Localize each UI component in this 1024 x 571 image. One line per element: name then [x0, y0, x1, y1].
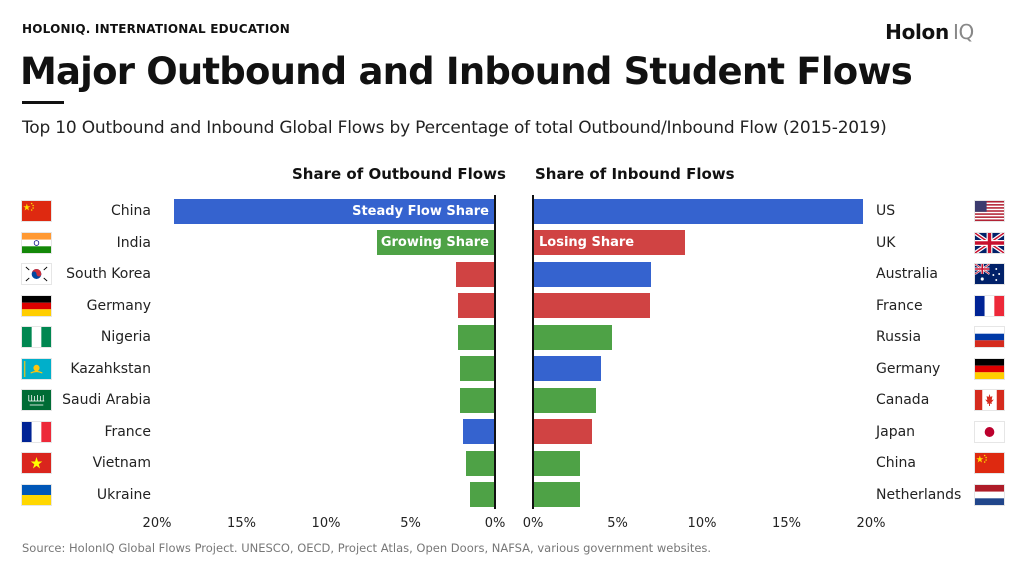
kazakhstan-flag [21, 357, 52, 380]
inbound-panel-title: Share of Inbound Flows [535, 165, 735, 183]
inbound-country-label: Canada [876, 392, 930, 408]
outbound-bar-india [376, 230, 495, 255]
china-flag [974, 452, 1005, 474]
south-korea-flag [21, 263, 52, 285]
source-note: Source: HolonIQ Global Flows Project. UN… [22, 541, 712, 555]
france-flag [974, 294, 1005, 317]
canada-flag [974, 389, 1005, 411]
outbound-bar-germany [457, 293, 495, 318]
inbound-bar-australia [533, 261, 652, 287]
inbound-bar-canada [533, 387, 596, 413]
inbound-bar-uk [533, 230, 686, 255]
title-rule [22, 101, 64, 104]
outbound-bar-china [173, 198, 495, 224]
outbound-country-label: China [111, 203, 151, 219]
inbound-country-label: Australia [876, 266, 938, 282]
eyebrow-label: HOLONIQ. INTERNATIONAL EDUCATION [22, 22, 291, 36]
inbound-bar-japan [533, 419, 593, 444]
inbound-country-label: Japan [876, 423, 916, 440]
inbound-bar-us [533, 198, 863, 224]
brand-logo: Holon IQ [885, 20, 974, 44]
outbound-annotation-growing-share: Growing Share [380, 235, 489, 250]
outbound-x-tick: 15% [227, 516, 256, 531]
japan-flag [974, 420, 1005, 443]
outbound-country-label: Vietnam [92, 455, 151, 471]
outbound-country-label: Germany [86, 297, 151, 314]
germany-flag [974, 357, 1005, 380]
outbound-bar-ukraine [469, 482, 495, 507]
outbound-x-tick: 10% [311, 516, 341, 531]
saudi-arabia-flag [21, 389, 52, 411]
outbound-country-label: Saudi Arabia [62, 392, 151, 408]
outbound-panel-title: Share of Outbound Flows [292, 165, 506, 183]
inbound-x-tick: 10% [687, 516, 717, 531]
outbound-country-label: Nigeria [100, 329, 151, 345]
inbound-x-tick: 20% [856, 516, 886, 531]
inbound-x-tick: 0% [522, 516, 544, 531]
france-flag [21, 420, 52, 443]
outbound-bar-south-korea [456, 261, 495, 287]
page-subtitle: Top 10 Outbound and Inbound Global Flows… [22, 118, 887, 138]
uk-flag [974, 231, 1005, 254]
china-flag [21, 200, 52, 222]
nigeria-flag [21, 326, 52, 348]
outbound-country-label: Kazahkstan [70, 360, 151, 377]
germany-flag [21, 294, 52, 317]
outbound-country-label: France [104, 423, 151, 440]
outbound-x-tick: 0% [484, 516, 506, 531]
russia-flag [974, 326, 1005, 348]
india-flag [21, 231, 52, 254]
outbound-zero-axis [494, 194, 496, 509]
vietnam-flag [21, 452, 52, 474]
outbound-country-label: India [116, 234, 151, 251]
outbound-x-tick: 20% [142, 516, 172, 531]
inbound-country-label: Netherlands [876, 486, 962, 503]
outbound-bar-nigeria [457, 324, 495, 350]
outbound-bar-vietnam [466, 450, 495, 476]
brand-logo-accent: IQ [952, 20, 974, 44]
inbound-country-label: Germany [876, 360, 941, 377]
outbound-bar-france [462, 419, 495, 444]
us-flag [974, 200, 1005, 222]
inbound-country-label: France [876, 297, 923, 314]
australia-flag [974, 263, 1005, 285]
outbound-country-label: South Korea [66, 266, 151, 282]
inbound-bar-netherlands [533, 482, 581, 507]
inbound-bar-germany [533, 356, 601, 381]
ukraine-flag [21, 483, 52, 506]
inbound-bar-france [533, 293, 650, 318]
outbound-country-label: Ukraine [96, 486, 151, 503]
brand-logo-main: Holon [885, 20, 949, 44]
inbound-country-label: UK [876, 234, 896, 251]
inbound-country-label: China [876, 455, 916, 471]
inbound-annotation-losing-share: Losing Share [539, 235, 635, 250]
inbound-zero-axis [532, 194, 534, 509]
inbound-bar-china [533, 450, 581, 476]
inbound-x-tick: 15% [772, 516, 801, 531]
inbound-bar-russia [533, 324, 613, 350]
outbound-bar-saudi-arabia [459, 387, 495, 413]
inbound-country-label: Russia [876, 329, 922, 345]
outbound-bar-kazahkstan [459, 356, 495, 381]
outbound-annotation-steady-flow-share: Steady Flow Share [352, 203, 489, 219]
inbound-country-label: US [876, 203, 896, 219]
page-title: Major Outbound and Inbound Student Flows [20, 50, 913, 93]
outbound-x-tick: 5% [400, 516, 421, 531]
inbound-x-tick: 5% [607, 516, 628, 531]
netherlands-flag [974, 483, 1005, 506]
